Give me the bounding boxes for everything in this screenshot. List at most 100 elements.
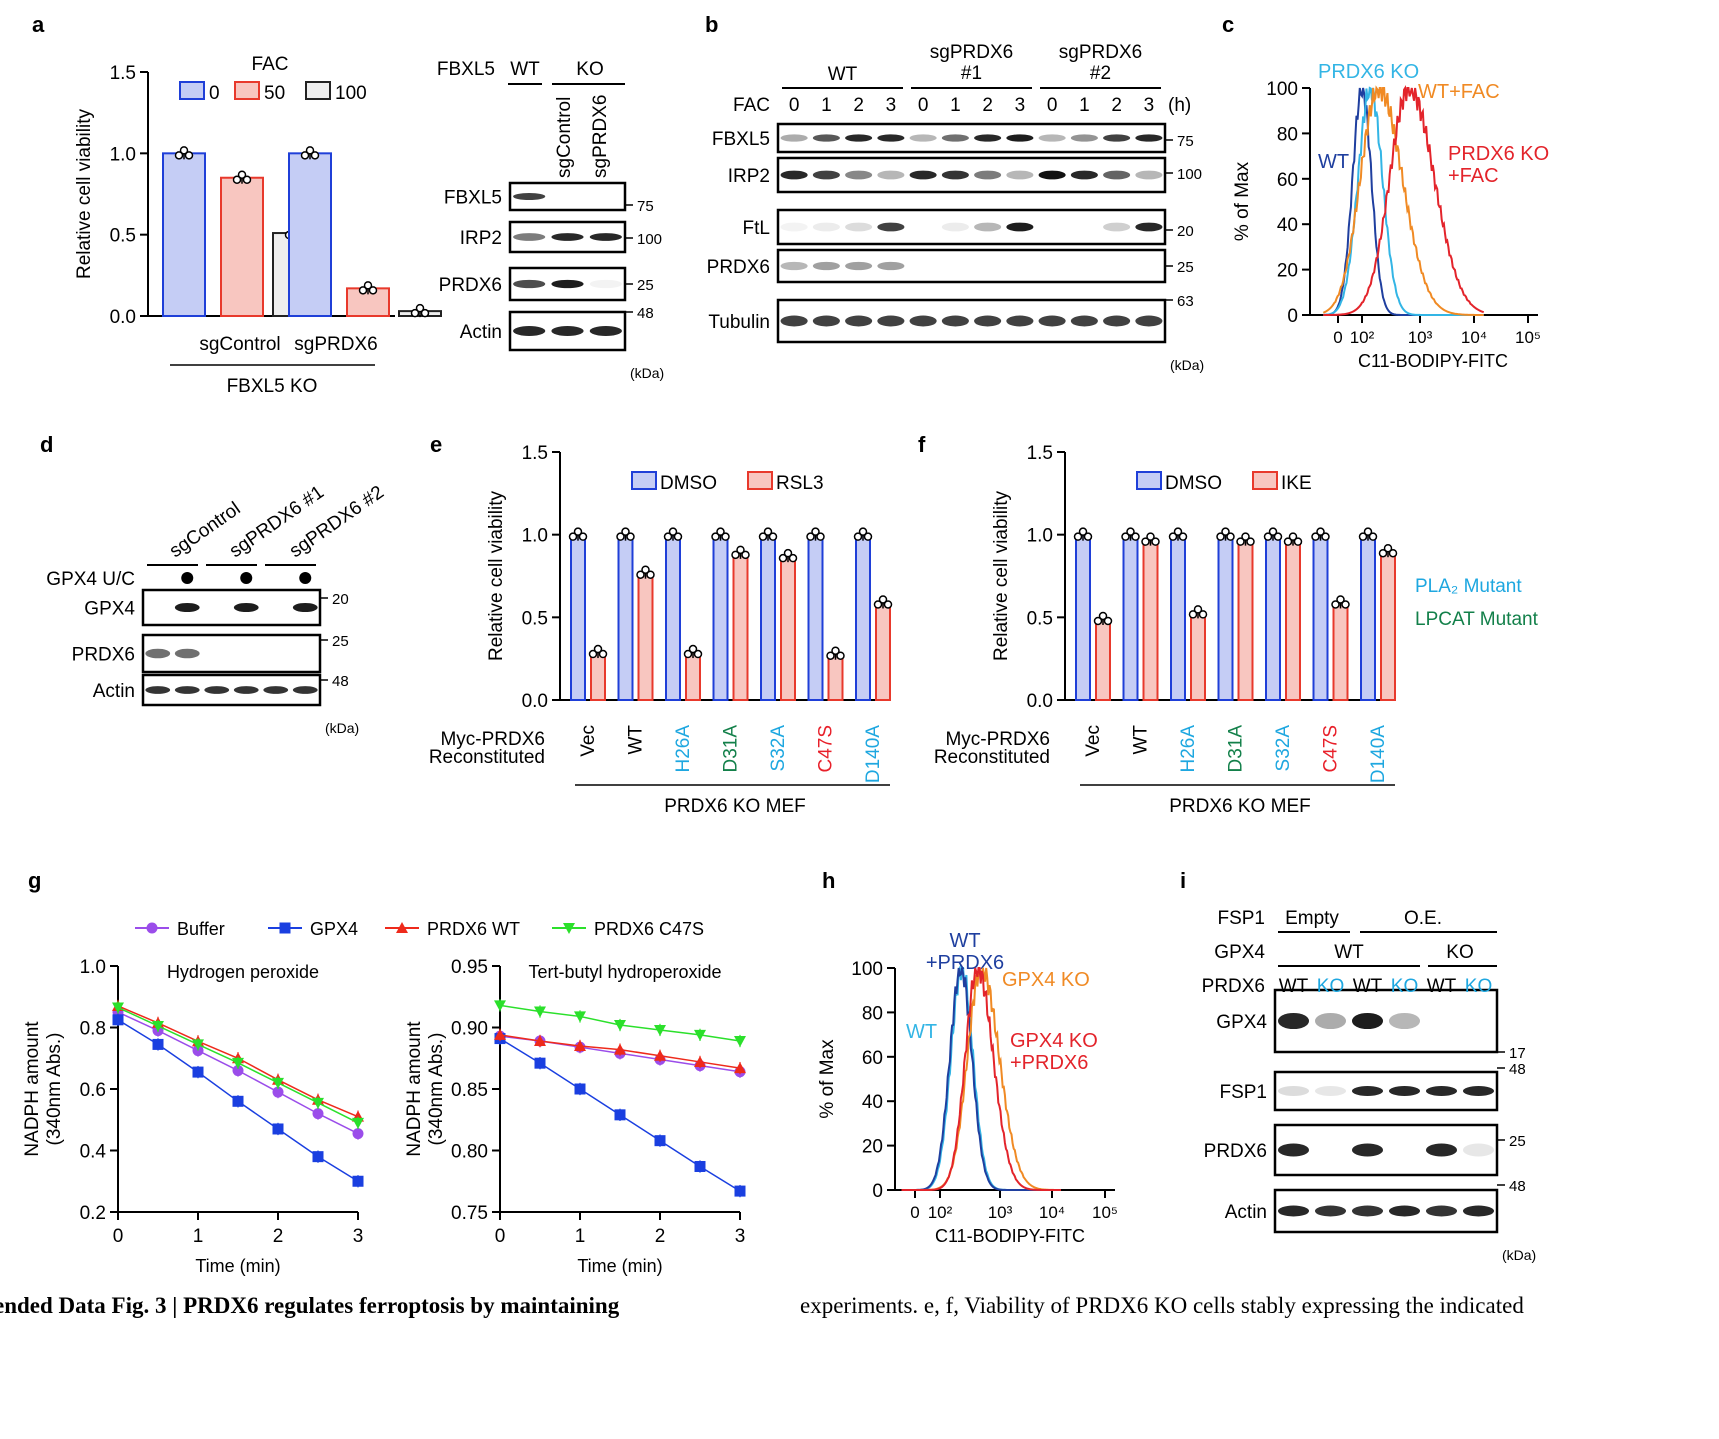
data-point: [1126, 527, 1135, 536]
chart-h-y-tick-label: 40: [862, 1092, 883, 1113]
data-point-PRDX6 WT: [734, 1062, 746, 1074]
blot-band: [877, 134, 905, 142]
panel-label-f: f: [918, 432, 926, 457]
bar-IKE: [1237, 538, 1254, 701]
data-point-GPX4: [352, 1175, 364, 1187]
blot-band: [1103, 134, 1131, 142]
blot-band: [877, 315, 905, 327]
data-point: [716, 527, 725, 536]
data-point: [1146, 532, 1155, 541]
category-label: S32A: [768, 725, 789, 772]
data-point: [1078, 527, 1088, 536]
chart-g-left-y-tick-label: 0.6: [80, 1080, 106, 1101]
legend-title: FAC: [252, 54, 289, 75]
blot-band: [1351, 1012, 1384, 1030]
data-point-GPX4: [614, 1109, 626, 1121]
data-point: [673, 532, 683, 541]
annotation-pla2-mutant: PLA₂ Mutant: [1415, 576, 1522, 597]
lane-label: 2: [982, 95, 993, 116]
data-point: [778, 553, 788, 563]
blot-row-label: FBXL5: [712, 129, 770, 150]
molecular-weight-marker: 17: [1509, 1045, 1526, 1062]
data-point-Buffer: [232, 1065, 244, 1077]
category-label: D31A: [1226, 725, 1247, 773]
blot-band: [513, 326, 546, 336]
y-axis-label: Relative cell viability: [74, 109, 95, 280]
data-point: [636, 570, 645, 579]
data-point-GPX4: [654, 1135, 666, 1147]
data-point: [1263, 532, 1273, 541]
data-point-PRDX6 C47S: [312, 1097, 324, 1109]
x-axis-label: C11-BODIPY-FITC: [1358, 351, 1508, 371]
data-point: [420, 308, 430, 318]
molecular-weight-marker: 75: [1177, 133, 1194, 150]
bar-RSL3: [827, 652, 844, 701]
data-point-PRDX6 C47S: [112, 1002, 124, 1014]
legend-swatch: [305, 81, 331, 100]
y-axis-label: Relative cell viability: [991, 491, 1012, 662]
blot-row-label: IRP2: [460, 228, 502, 249]
chart-g-right-y-tick-label: 0.75: [451, 1203, 488, 1224]
x-tick-label: 10²: [928, 1203, 953, 1222]
x-tick-label: 10³: [988, 1203, 1013, 1222]
molecular-weight-marker: 48: [1509, 1061, 1526, 1078]
data-point: [621, 527, 630, 536]
blot-row-label: FSP1: [1219, 1082, 1267, 1103]
header-ko: KO: [576, 59, 603, 80]
panel-label-a: a: [32, 12, 45, 37]
header-group: KO: [1446, 942, 1473, 963]
data-point: [721, 532, 730, 541]
x-tick-label: 0: [113, 1226, 124, 1247]
category-label: C47S: [816, 725, 837, 773]
legend-label: 100: [335, 83, 367, 104]
lane-label: sgControl: [554, 97, 575, 178]
blot-band: [1103, 222, 1131, 232]
data-point: [1193, 605, 1203, 614]
blot-band: [1006, 134, 1034, 142]
group-label: PRDX6 KO MEF: [1169, 796, 1310, 817]
blot-d-Actin: [141, 673, 322, 707]
header-label: GPX4: [1214, 942, 1265, 963]
chart-f-y-tick-label: 0.0: [1027, 691, 1053, 712]
annotation-lpcat-mutant: LPCAT Mutant: [1415, 609, 1539, 630]
blot-band: [780, 315, 808, 327]
blot-band: [1462, 1205, 1495, 1217]
data-point: [1311, 532, 1320, 541]
caption-right: experiments. e, f, Viability of PRDX6 KO…: [800, 1293, 1524, 1318]
lane-label: KO: [1317, 976, 1344, 997]
lane-label: 3: [1144, 95, 1155, 116]
molecular-weight-marker: 75: [637, 198, 654, 215]
data-point-Buffer: [352, 1128, 364, 1140]
bar-0: [162, 152, 206, 317]
x-tick-label: 2: [655, 1226, 666, 1247]
chart-c-y-tick-label: 80: [1277, 124, 1298, 145]
blot-band: [1135, 170, 1163, 180]
chart-c-y-tick-label: 40: [1277, 215, 1298, 236]
blot-row-label: FBXL5: [444, 188, 502, 209]
category-label: D31A: [721, 725, 742, 773]
chart-f-y-tick-label: 1.0: [1027, 526, 1053, 547]
bar-RSL3: [590, 651, 606, 702]
blot-band: [974, 134, 1002, 142]
blot-band: [1103, 170, 1131, 180]
y-axis-label: % of Max: [817, 1039, 838, 1119]
row-label: Myc-PRDX6: [440, 729, 545, 750]
blot-band: [877, 170, 905, 180]
data-point: [363, 281, 373, 290]
blot-band: [877, 261, 905, 271]
panel-label-h: h: [822, 868, 835, 893]
blot-band: [780, 134, 808, 142]
x-tick-label: 10⁵: [1515, 328, 1541, 347]
data-point: [811, 527, 820, 536]
blot-band: [1314, 1086, 1347, 1096]
data-point: [179, 146, 189, 155]
series-label: WT: [906, 1021, 937, 1043]
bar-DMSO: [712, 533, 729, 702]
blot-band: [1006, 315, 1034, 327]
header-group: Empty: [1285, 908, 1339, 929]
lane-label: 0: [789, 95, 800, 116]
chart-e-y-tick-label: 0.5: [522, 608, 548, 629]
bar-DMSO: [760, 533, 776, 702]
blot-band: [1314, 1012, 1347, 1030]
